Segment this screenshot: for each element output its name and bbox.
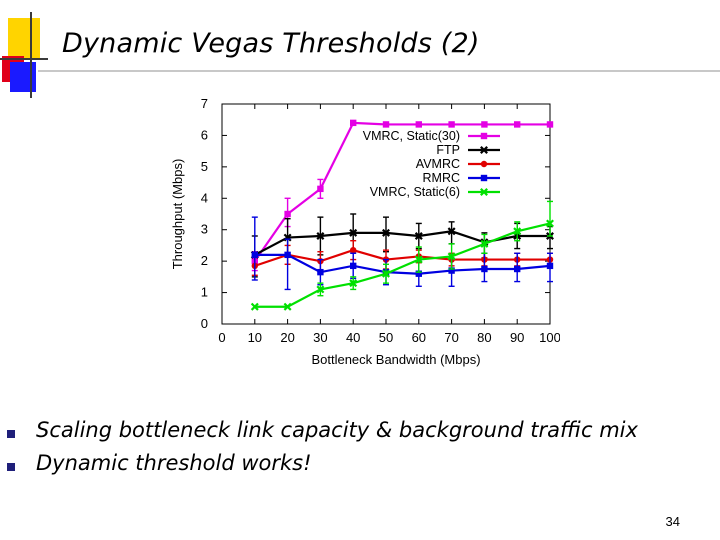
series-avmrc-point [350,246,357,254]
series-vmrc-static-6-point [480,239,489,248]
y-tick-label: 6 [201,127,208,142]
corner-vertical-line [30,12,32,98]
y-tick-label: 5 [201,159,208,174]
title-rule-line [38,70,720,72]
series-ftp-point [447,227,456,236]
corner-horizontal-line [0,58,48,60]
bullet-text: Scaling bottleneck link capacity & backg… [36,418,638,442]
series-rmrc-point [546,262,554,270]
series-vmrc-static-6-point [283,302,292,311]
series-vmrc-static-6-point [349,279,358,288]
series-vmrc-static-30-point [284,210,291,218]
bullet-text: Dynamic threshold works! [36,451,312,475]
legend-marker [480,132,488,140]
series-rmrc-point [251,251,258,259]
page-number: 34 [665,514,680,529]
legend-marker [480,160,488,168]
series-ftp-line [254,230,550,256]
y-tick-label: 3 [201,222,208,237]
x-tick-label: 40 [346,330,360,345]
series-vmrc-static-30-point [382,121,390,128]
series-rmrc-point [481,265,488,273]
series-vmrc-static-6-point [316,285,325,294]
legend-label: RMRC [423,171,461,185]
series-vmrc-static-6-point [513,227,522,236]
series-vmrc-static-6-point [382,269,390,278]
y-axis-label: Throughput (Mbps) [170,159,185,270]
series-rmrc-point [415,270,422,277]
series-vmrc-static-30-point [481,121,488,128]
legend-label: VMRC, Static(6) [370,185,460,199]
series-avmrc-line [254,248,550,267]
series-rmrc-point [448,267,455,274]
series-ftp-point [382,228,390,237]
x-tick-label: 100 [539,330,560,345]
series-vmrc-static-30-point [448,121,455,128]
series-vmrc-static-6-point [447,252,456,261]
series-vmrc-static-30-point [415,121,422,128]
series-vmrc-static-30-point [350,119,357,127]
series-ftp-point [316,232,325,240]
series-ftp-point [349,228,358,237]
series-rmrc-point [284,251,291,259]
series-vmrc-static-6-point [250,302,259,311]
series-vmrc-static-30-line [253,121,550,262]
legend-marker [480,174,488,182]
x-tick-label: 10 [248,330,262,345]
series-vmrc-static-30-point [546,121,554,128]
x-tick-label: 60 [412,330,426,345]
x-tick-label: 70 [444,330,458,345]
x-tick-label: 90 [510,330,524,345]
y-tick-label: 7 [201,96,208,111]
y-tick-label: 1 [201,285,208,300]
x-axis-label: Bottleneck Bandwidth (Mbps) [311,352,480,367]
series-vmrc-static-6-point [414,255,423,264]
corner-yellow-block [8,18,40,58]
x-tick-label: 50 [379,330,393,345]
legend-marker [480,188,488,196]
series-vmrc-static-30-point [514,121,521,128]
series-vmrc-static-6-line [254,222,551,308]
series-ftp-point [414,232,423,240]
x-tick-label: 30 [313,330,327,345]
legend-label: VMRC, Static(30) [363,129,460,143]
throughput-chart: 0 10 20 30 40 50 60 70 80 90 100 0 1 2 3 4 5 6 7 Bottleneck… [170,96,560,367]
legend-marker [480,146,488,154]
series-rmrc-line [254,253,551,275]
x-tick-label: 80 [477,330,491,345]
y-tick-label: 4 [201,190,208,205]
series-vmrc-static-30-point [317,185,324,193]
series-rmrc-point [350,262,357,270]
legend-label: AVMRC [416,157,460,171]
series-vmrc-static-6-point [546,219,554,228]
corner-blue-block [10,62,36,92]
bullet-square-icon [7,430,15,438]
bullet-item-1: Scaling bottleneck link capacity & backg… [0,418,720,448]
series-rmrc-point [317,268,324,276]
y-tick-label: 2 [201,253,208,268]
legend-label: FTP [436,143,460,157]
y-tick-label: 0 [201,316,208,331]
slide-title: Dynamic Vegas Thresholds (2) [62,28,480,59]
x-tick-label: 0 [218,330,225,345]
bullet-item-2: Dynamic threshold works! [0,451,720,481]
series-rmrc-point [514,265,521,273]
bullet-square-icon [7,463,15,471]
x-tick-label: 20 [280,330,294,345]
